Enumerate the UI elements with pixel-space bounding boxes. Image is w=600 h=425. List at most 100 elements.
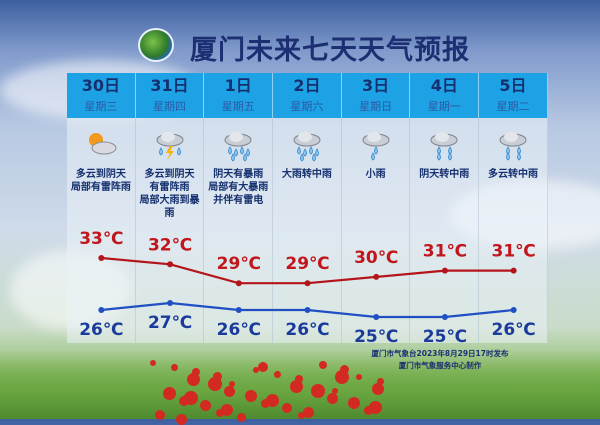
day-header: 30日星期三 (67, 73, 136, 118)
footer: 厦门市气象台2023年8月29日17时发布 厦门市气象服务中心制作 (350, 348, 530, 372)
low-temp-label: 25℃ (423, 327, 467, 347)
flower-decoration (327, 393, 338, 404)
flower-decoration (245, 390, 257, 402)
weather-desc: 多云转中雨 (479, 168, 547, 181)
weather-desc-line: 局部有雷阵雨 (70, 182, 131, 193)
low-temp-label: 27℃ (148, 313, 192, 333)
date-label: 30日 (81, 76, 120, 95)
temp-point (98, 255, 105, 261)
day-header: 1日星期五 (204, 73, 274, 118)
flower-decoration (348, 397, 360, 409)
temp-point (167, 300, 174, 306)
high-temp-label: 30℃ (354, 248, 398, 268)
flower-decoration (224, 386, 235, 397)
flower-decoration (298, 412, 305, 419)
flower-decoration (171, 364, 178, 371)
temp-point (373, 273, 380, 280)
weekday-label: 星期三 (84, 100, 118, 113)
flower-decoration (282, 403, 292, 413)
weather-desc-line: 局部大雨到暴雨 (139, 195, 200, 219)
flower-decoration (274, 371, 281, 378)
forecast-panel: 30日 星期三 31日 星期四 1日 星期五 2日 星期六 3日 星期日 4日 星期一 5日 星期二 多云… (67, 73, 548, 343)
temperature-chart: 33℃ 26℃ 32℃ 27℃ 29℃ 26℃ 29℃ 26℃ 30℃ 25℃ 31℃ 25℃ 31℃ 2… (79, 229, 536, 347)
flower-decoration (377, 378, 384, 385)
weather-row: 多云到阴天 局部有雷阵雨 多云到阴天 有雷阵雨 局部大雨到暴雨 阴天有暴雨 局部有大暴雨 并伴… (67, 118, 548, 343)
weather-desc-line: 小雨 (365, 169, 386, 180)
flower-decoration (258, 362, 268, 372)
day-header: 2日 星期六 (273, 73, 342, 118)
weather-desc: 小雨 (342, 168, 410, 181)
weather-desc-line: 多云转中雨 (487, 169, 538, 180)
low-temp-label: 26℃ (492, 320, 536, 340)
temp-point (304, 307, 311, 313)
date-label: 31日 (150, 76, 189, 95)
date-label: 2日 (293, 76, 321, 95)
high-temp-label: 33℃ (79, 229, 123, 249)
temp-point (304, 280, 311, 287)
temp-point (510, 267, 517, 274)
weekday-label: 星期一 (427, 100, 461, 113)
day-column: 多云转中雨 (479, 118, 548, 343)
heavy-rain-icon (224, 132, 252, 162)
day-header: 31日星期四 (136, 73, 205, 118)
flower-decoration (356, 374, 362, 380)
day-header: 4日星期一 (410, 73, 480, 118)
producer-info: 厦门市气象服务中心制作 (398, 361, 482, 370)
flower-decoration (163, 387, 176, 400)
flower-decoration (229, 381, 235, 387)
day-column: 阴天转中雨 (410, 118, 480, 343)
temp-point (441, 267, 448, 274)
weather-desc: 大雨转中雨 (273, 168, 341, 181)
weekday-label: 星期二 (496, 100, 530, 113)
flower-decoration (364, 406, 373, 415)
thunderstorm-icon (156, 132, 184, 160)
flower-decoration (290, 380, 303, 393)
flower-decoration (221, 404, 233, 416)
day-column: 小雨 (342, 118, 411, 343)
weekday-label: 星期五 (221, 100, 255, 113)
high-temp-label: 32℃ (148, 235, 192, 255)
weather-desc: 多云到阴天 局部有雷阵雨 (67, 168, 135, 194)
flower-decoration (237, 413, 246, 422)
flower-decoration (266, 394, 279, 407)
high-temp-label: 31℃ (423, 242, 467, 262)
weekday-label: 星期日 (359, 100, 393, 113)
date-label: 4日 (430, 76, 458, 95)
day-column: 多云到阴天 局部有雷阵雨 (67, 118, 136, 343)
high-temp-label: 31℃ (492, 242, 536, 262)
weather-desc-line: 多云到阴天 (144, 169, 195, 180)
flower-decoration (303, 407, 314, 418)
flower-decoration (176, 414, 187, 425)
moderate-rain-icon (499, 132, 527, 161)
flower-decoration (253, 367, 259, 373)
flower-decoration (311, 384, 325, 398)
day-header: 5日 星期二 (479, 73, 548, 118)
low-temp-label: 26℃ (285, 320, 329, 340)
temp-point (510, 307, 517, 313)
moderate-rain-icon (430, 132, 458, 161)
flower-decoration (295, 375, 303, 383)
flower-decoration (216, 409, 224, 417)
flower-decoration (150, 360, 156, 366)
day-header: 3日 星期日 (342, 73, 411, 118)
date-header-row: 30日 星期三 31日 星期四 1日 星期五 2日 星期六 3日 星期日 4日 星期一 5日 星期二 (67, 73, 548, 118)
high-temp-label: 29℃ (285, 254, 329, 274)
temp-point (373, 314, 380, 320)
weather-desc: 阴天转中雨 (410, 168, 478, 181)
date-label: 1日 (224, 76, 252, 95)
weather-desc: 多云到阴天 有雷阵雨 局部大雨到暴雨 (136, 168, 204, 220)
page-title: 厦门未来七天天气预报 (190, 35, 470, 66)
flower-decoration (187, 373, 200, 386)
weather-desc-line: 阴天有暴雨 (213, 169, 264, 180)
flower-decoration (184, 391, 198, 405)
low-temp-label: 26℃ (79, 320, 123, 340)
flower-decoration (369, 401, 382, 414)
weather-desc-line: 大雨转中雨 (281, 169, 332, 180)
weekday-label: 星期四 (153, 100, 187, 113)
day-column: 大雨转中雨 (273, 118, 342, 343)
temp-point (235, 280, 242, 287)
day-column: 阴天有暴雨 局部有大暴雨 并伴有雷电 (204, 118, 274, 343)
high-temp-label: 29℃ (217, 254, 261, 274)
partly-cloudy-icon (88, 133, 117, 155)
weather-bureau-logo-icon (138, 28, 174, 62)
